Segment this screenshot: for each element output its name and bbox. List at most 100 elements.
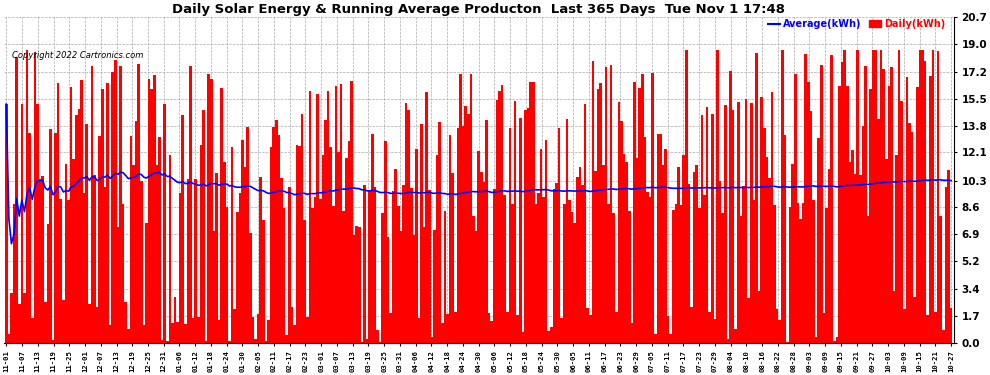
- Bar: [410, 188, 413, 343]
- Bar: [947, 170, 949, 343]
- Bar: [524, 110, 527, 343]
- Bar: [248, 233, 251, 343]
- Bar: [552, 189, 555, 343]
- Bar: [400, 231, 402, 343]
- Bar: [584, 104, 586, 343]
- Bar: [576, 177, 578, 343]
- Bar: [605, 67, 607, 343]
- Bar: [272, 127, 275, 343]
- Bar: [727, 339, 730, 343]
- Bar: [818, 138, 820, 343]
- Bar: [59, 200, 62, 343]
- Bar: [940, 216, 942, 343]
- Bar: [117, 228, 119, 343]
- Bar: [130, 136, 133, 343]
- Bar: [882, 69, 885, 343]
- Bar: [467, 114, 469, 343]
- Bar: [530, 82, 532, 343]
- Bar: [83, 194, 85, 343]
- Bar: [538, 193, 540, 343]
- Bar: [929, 76, 932, 343]
- Bar: [469, 74, 472, 343]
- Bar: [701, 115, 703, 343]
- Bar: [80, 81, 83, 343]
- Bar: [674, 204, 677, 343]
- Bar: [833, 341, 836, 343]
- Bar: [586, 308, 589, 343]
- Bar: [98, 136, 101, 343]
- Bar: [67, 200, 70, 343]
- Bar: [461, 126, 464, 343]
- Bar: [421, 124, 423, 343]
- Bar: [626, 162, 628, 343]
- Bar: [47, 224, 50, 343]
- Bar: [163, 104, 166, 343]
- Bar: [173, 297, 176, 343]
- Bar: [218, 320, 221, 343]
- Bar: [732, 111, 735, 343]
- Bar: [72, 159, 75, 343]
- Bar: [698, 208, 701, 343]
- Bar: [661, 165, 664, 343]
- Bar: [841, 62, 843, 343]
- Bar: [501, 85, 503, 343]
- Bar: [36, 104, 39, 343]
- Bar: [628, 211, 631, 343]
- Bar: [859, 175, 861, 343]
- Bar: [21, 104, 23, 343]
- Bar: [104, 187, 106, 343]
- Bar: [152, 75, 155, 343]
- Bar: [908, 123, 911, 343]
- Bar: [384, 141, 386, 343]
- Bar: [360, 342, 363, 343]
- Bar: [418, 318, 421, 343]
- Bar: [376, 330, 379, 343]
- Bar: [184, 324, 187, 343]
- Bar: [56, 83, 59, 343]
- Bar: [503, 195, 506, 343]
- Bar: [166, 341, 168, 343]
- Bar: [8, 334, 10, 343]
- Bar: [937, 51, 940, 343]
- Bar: [949, 308, 952, 343]
- Legend: Average(kWh), Daily(kWh): Average(kWh), Daily(kWh): [764, 15, 948, 33]
- Bar: [851, 150, 853, 343]
- Bar: [472, 216, 475, 343]
- Bar: [646, 192, 648, 343]
- Bar: [386, 237, 389, 343]
- Bar: [620, 121, 623, 343]
- Bar: [234, 309, 236, 343]
- Bar: [392, 190, 394, 343]
- Bar: [693, 172, 695, 343]
- Bar: [843, 50, 846, 343]
- Bar: [210, 79, 213, 343]
- Bar: [448, 135, 451, 343]
- Bar: [251, 317, 254, 343]
- Bar: [823, 314, 826, 343]
- Bar: [911, 132, 914, 343]
- Bar: [352, 235, 355, 343]
- Bar: [5, 104, 8, 343]
- Bar: [828, 169, 831, 343]
- Bar: [269, 147, 272, 343]
- Bar: [428, 190, 431, 343]
- Bar: [571, 212, 573, 343]
- Bar: [874, 50, 877, 343]
- Bar: [924, 61, 927, 343]
- Bar: [267, 320, 269, 343]
- Bar: [10, 293, 13, 343]
- Bar: [223, 162, 226, 343]
- Bar: [695, 165, 698, 343]
- Bar: [96, 307, 98, 343]
- Title: Daily Solar Energy & Running Average Producton  Last 365 Days  Tue Nov 1 17:48: Daily Solar Energy & Running Average Pro…: [172, 3, 785, 16]
- Bar: [861, 126, 864, 343]
- Bar: [760, 97, 763, 343]
- Bar: [919, 50, 922, 343]
- Bar: [426, 92, 428, 343]
- Bar: [176, 322, 179, 343]
- Bar: [651, 74, 654, 343]
- Bar: [610, 65, 613, 343]
- Bar: [200, 145, 202, 343]
- Bar: [547, 331, 550, 343]
- Bar: [373, 187, 376, 343]
